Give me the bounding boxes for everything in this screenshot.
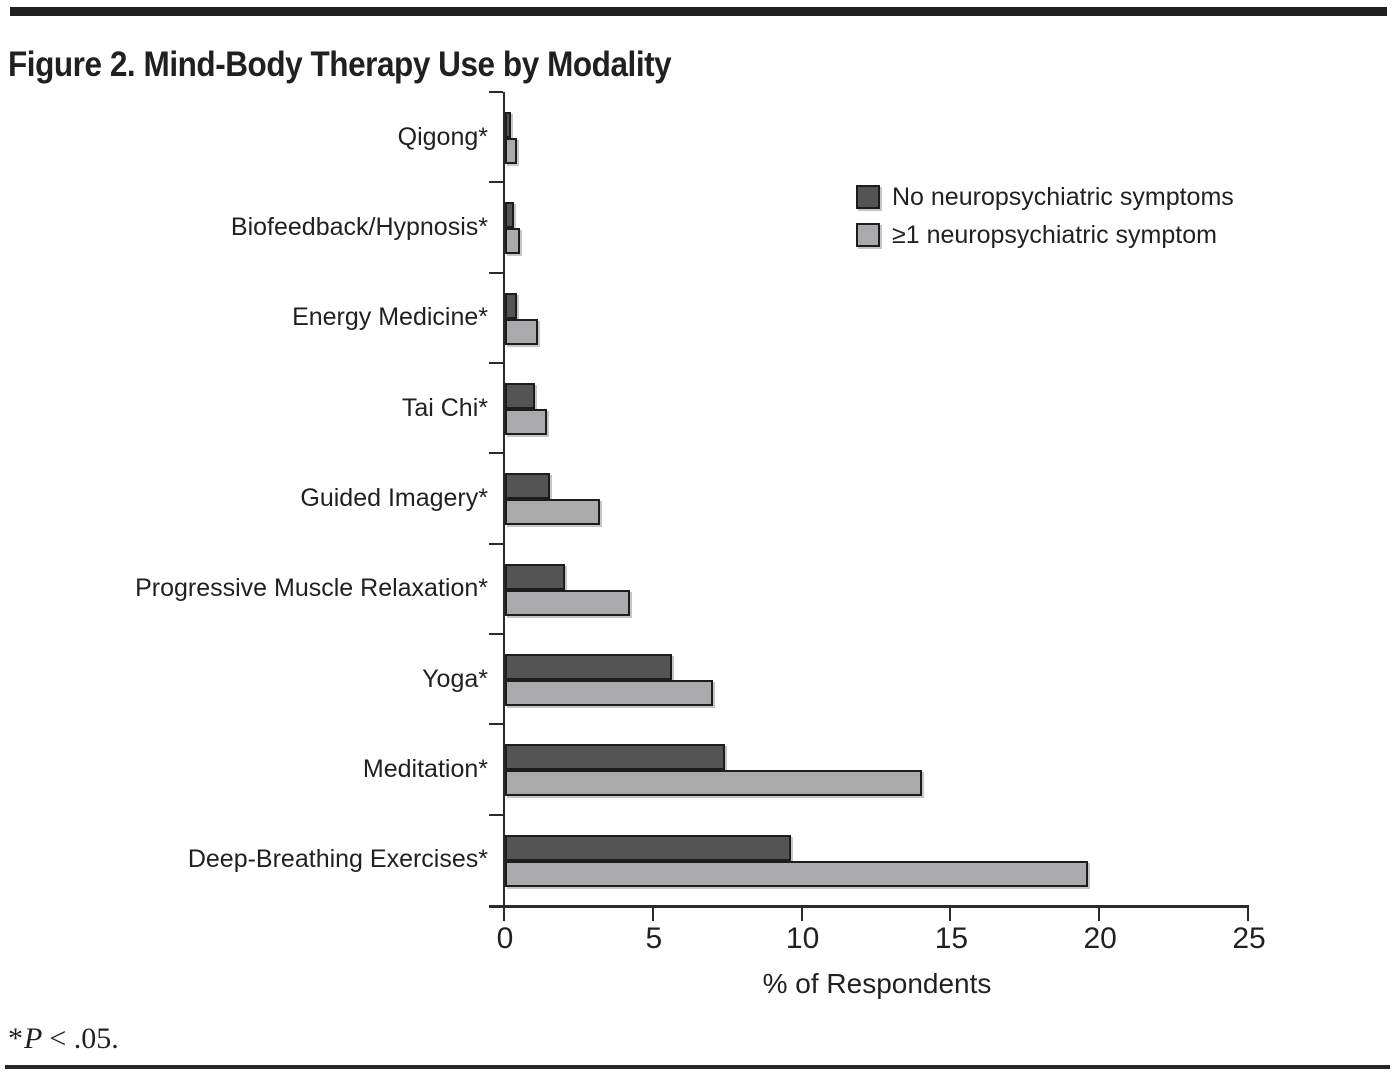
- category-row: Energy Medicine*: [292, 273, 1249, 363]
- y-axis-tick: [489, 452, 503, 455]
- bar-light: [505, 589, 630, 616]
- bar-dark: [505, 292, 517, 319]
- bar-light: [505, 860, 1089, 887]
- plot-area: Qigong* Biofeedback/Hypnosis* Energy Medic…: [135, 91, 1266, 955]
- bar-light: [505, 138, 517, 164]
- category-label: Deep-Breathing Exercises*: [187, 845, 488, 874]
- x-axis-tick-label: 0: [496, 922, 514, 955]
- y-axis-tick: [489, 542, 503, 545]
- category-label: Meditation*: [362, 754, 488, 783]
- x-axis-tick-label: 5: [645, 922, 663, 955]
- bar-light: [505, 318, 538, 345]
- bar-dark: [505, 834, 791, 861]
- category-row: Biofeedback/Hypnosis*: [231, 182, 1249, 272]
- legend-label-one-plus-symptom: ≥1 neuropsychiatric symptom: [892, 220, 1217, 249]
- category-label: Energy Medicine*: [292, 303, 488, 332]
- bar-dark: [505, 112, 511, 138]
- x-axis-tick: [1247, 908, 1249, 921]
- category-row: Progressive Muscle Relaxation*: [135, 544, 1249, 634]
- y-axis-tick: [489, 271, 503, 274]
- x-axis-tick: [503, 908, 505, 921]
- category-label: Guided Imagery*: [300, 483, 488, 512]
- x-axis-tick: [949, 908, 952, 921]
- bar-dark: [505, 654, 672, 680]
- legend-label-no-symptoms: No neuropsychiatric symptoms: [892, 182, 1234, 211]
- bar-dark: [505, 563, 565, 590]
- category-row: Guided Imagery*: [300, 453, 1249, 543]
- x-axis-tick: [800, 908, 803, 921]
- category-row: Tai Chi*: [402, 363, 1249, 453]
- category-row: Qigong*: [398, 92, 1249, 182]
- x-axis-tick-label: 10: [785, 922, 820, 955]
- bar-dark: [505, 383, 535, 409]
- x-axis-tick-label: 20: [1083, 922, 1117, 955]
- legend: No neuropsychiatric symptoms ≥1 neuropsy…: [856, 182, 1234, 261]
- category-label: Progressive Muscle Relaxation*: [135, 574, 488, 603]
- y-axis-tick: [489, 181, 503, 184]
- category-label: Qigong*: [397, 122, 488, 151]
- bar-dark: [505, 202, 514, 229]
- legend-swatch-light-icon: [856, 223, 880, 247]
- x-axis-tick-label: 15: [934, 922, 969, 955]
- category-label: Yoga*: [422, 664, 488, 693]
- bar-light: [505, 228, 520, 255]
- footnote-asterisk: *: [8, 1022, 23, 1055]
- x-axis-title: % of Respondents: [762, 968, 992, 999]
- category-row: Yoga*: [422, 634, 1249, 724]
- bar-light: [505, 409, 547, 435]
- bar-light: [505, 499, 601, 526]
- bar-dark: [505, 744, 726, 771]
- x-axis-tick: [651, 908, 654, 921]
- y-axis-tick: [489, 91, 503, 93]
- legend-item-no-symptoms: No neuropsychiatric symptoms: [856, 182, 1234, 211]
- category-row: Meditation*: [363, 724, 1249, 814]
- footnote: *P < .05.: [8, 1022, 119, 1056]
- bottom-rule: [5, 1065, 1390, 1069]
- legend-item-one-plus-symptom: ≥1 neuropsychiatric symptom: [856, 220, 1234, 249]
- figure-title: Figure 2. Mind-Body Therapy Use by Modal…: [8, 45, 672, 85]
- bar-dark: [505, 473, 550, 500]
- y-axis-tick: [489, 723, 503, 726]
- category-label: Biofeedback/Hypnosis*: [230, 212, 488, 241]
- footnote-p-variable: P: [24, 1022, 43, 1055]
- y-axis-tick: [489, 813, 503, 816]
- x-axis-tick: [1098, 908, 1101, 921]
- y-axis-tick: [489, 362, 503, 364]
- bar-light: [505, 680, 714, 706]
- top-rule: [10, 7, 1387, 16]
- bar-light: [505, 770, 922, 797]
- x-axis-extension: [489, 905, 505, 908]
- x-axis-tick-label: 25: [1232, 922, 1266, 955]
- legend-swatch-dark-icon: [856, 185, 880, 209]
- footnote-value: < .05.: [49, 1022, 119, 1055]
- category-label: Tai Chi*: [401, 393, 488, 422]
- category-row: Deep-Breathing Exercises*: [188, 815, 1249, 905]
- y-axis-tick: [489, 633, 503, 635]
